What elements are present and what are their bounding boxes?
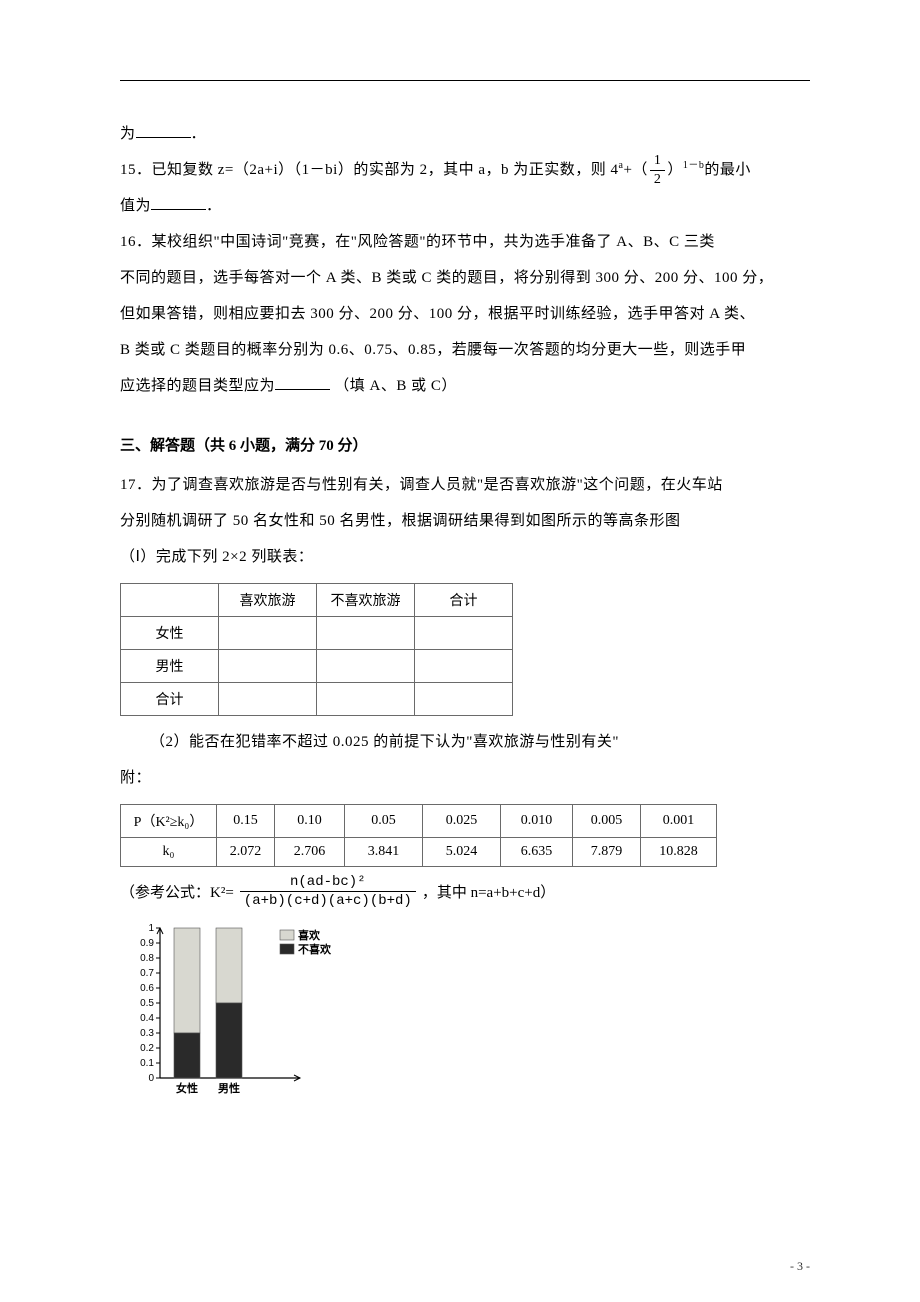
svg-text:0.8: 0.8	[140, 953, 154, 964]
top-rule	[120, 80, 810, 81]
tbl2-cell: k₀	[121, 838, 217, 867]
tbl2-cell: 6.635	[501, 838, 573, 867]
tbl1-r2c1	[219, 683, 317, 716]
tbl1-r2c0: 合计	[121, 683, 219, 716]
tbl1-r1c1	[219, 650, 317, 683]
svg-text:0.9: 0.9	[140, 938, 154, 949]
tbl1-r0c0: 女性	[121, 617, 219, 650]
table-row: 合计	[121, 683, 513, 716]
svg-text:0.1: 0.1	[140, 1058, 154, 1069]
tbl2-cell: 2.706	[275, 838, 345, 867]
tbl2-cell: 7.879	[573, 838, 641, 867]
tbl2-cell: 3.841	[345, 838, 423, 867]
q15-frac-num: 1	[650, 154, 666, 171]
contingency-table: 喜欢旅游 不喜欢旅游 合计 女性 男性 合计	[120, 583, 513, 716]
svg-text:0.6: 0.6	[140, 983, 154, 994]
q17-l5: 附：	[120, 760, 810, 796]
q15-frac: 12	[650, 154, 666, 187]
formula-num: n(ad-bc)²	[240, 875, 416, 892]
q15-line1: 15．已知复数 z=（2a+i）（1－bi）的实部为 2，其中 a，b 为正实数…	[120, 152, 810, 188]
q15-period: ．	[206, 198, 222, 214]
svg-text:不喜欢: 不喜欢	[298, 942, 332, 956]
q17-l3: （Ⅰ）完成下列 2×2 列联表：	[120, 539, 810, 575]
tbl1-r0c3	[415, 617, 513, 650]
table-row: P（K²≥k₀）0.150.100.050.0250.0100.0050.001	[121, 805, 717, 838]
q15-tail: 的最小	[704, 162, 751, 178]
svg-text:0.2: 0.2	[140, 1043, 154, 1054]
tbl1-r1c0: 男性	[121, 650, 219, 683]
q15-lead: 15．已知复数 z=（2a+i）（1－bi）的实部为 2，其中 a，b 为正实数…	[120, 162, 618, 178]
svg-text:女性: 女性	[176, 1081, 198, 1095]
tbl1-h1: 喜欢旅游	[219, 584, 317, 617]
tbl1-r1c2	[317, 650, 415, 683]
q17-l4: （2）能否在犯错率不超过 0.025 的前提下认为"喜欢旅游与性别有关"	[120, 724, 810, 760]
q14-tail-text: 为	[120, 126, 136, 142]
formula-pre: （参考公式：K²=	[120, 881, 234, 902]
page-number: - 3 -	[790, 1259, 810, 1274]
q16-l5b: （填 A、B 或 C）	[334, 378, 457, 394]
formula-den: (a+b)(c+d)(a+c)(b+d)	[240, 892, 416, 908]
q17-l1: 17．为了调查喜欢旅游是否与性别有关，调查人员就"是否喜欢旅游"这个问题，在火车…	[120, 467, 810, 503]
tbl2-cell: 0.001	[641, 805, 717, 838]
table-row: 喜欢旅游 不喜欢旅游 合计	[121, 584, 513, 617]
tbl2-cell: 0.025	[423, 805, 501, 838]
svg-text:0.7: 0.7	[140, 968, 154, 979]
q15-exp: 1－b	[683, 160, 705, 171]
svg-text:0.3: 0.3	[140, 1028, 154, 1039]
table-row: 女性	[121, 617, 513, 650]
tbl1-r2c3	[415, 683, 513, 716]
q16-l1: 16．某校组织"中国诗词"竞赛，在"风险答题"的环节中，共为选手准备了 A、B、…	[120, 224, 810, 260]
tbl2-cell: 0.15	[217, 805, 275, 838]
svg-text:0: 0	[148, 1073, 154, 1084]
q16-l2: 不同的题目，选手每答对一个 A 类、B 类或 C 类的题目，将分别得到 300 …	[120, 260, 810, 296]
svg-text:1: 1	[148, 923, 154, 934]
table-row: k₀2.0722.7063.8415.0246.6357.87910.828	[121, 838, 717, 867]
tbl1-r0c2	[317, 617, 415, 650]
svg-text:男性: 男性	[218, 1081, 240, 1095]
q15-l2-text: 值为	[120, 198, 151, 214]
stacked-bar-chart: 0 0.1 0.2 0.3 0.4 0.5 0.6 0.7 0.8 0.9 1 女性 男性 喜欢不喜欢	[120, 920, 810, 1115]
tbl1-r2c2	[317, 683, 415, 716]
tbl2-cell: 2.072	[217, 838, 275, 867]
tbl2-cell: 0.05	[345, 805, 423, 838]
svg-text:0.5: 0.5	[140, 998, 154, 1009]
q14-period: ．	[191, 126, 207, 142]
q16-blank	[275, 375, 330, 390]
tbl2-cell: P（K²≥k₀）	[121, 805, 217, 838]
q16-l5a: 应选择的题目类型应为	[120, 378, 275, 394]
tbl2-cell: 0.005	[573, 805, 641, 838]
tbl1-h3: 合计	[415, 584, 513, 617]
tbl1-r1c3	[415, 650, 513, 683]
tbl1-r0c1	[219, 617, 317, 650]
formula-post: ，其中 n=a+b+c+d）	[422, 881, 555, 902]
chart-svg: 0 0.1 0.2 0.3 0.4 0.5 0.6 0.7 0.8 0.9 1 女性 男性 喜欢不喜欢	[120, 920, 350, 1115]
tbl1-h2: 不喜欢旅游	[317, 584, 415, 617]
q14-tail-line: 为．	[120, 116, 810, 152]
q16-l5: 应选择的题目类型应为 （填 A、B 或 C）	[120, 368, 810, 404]
q16-l3: 但如果答错，则相应要扣去 300 分、200 分、100 分，根据平时训练经验，…	[120, 296, 810, 332]
svg-text:0.4: 0.4	[140, 1013, 154, 1024]
q14-blank	[136, 123, 191, 138]
q15-line2: 值为 ．	[120, 188, 810, 224]
q15-plus: +（	[623, 162, 647, 178]
k2-formula: （参考公式：K²= n(ad-bc)² (a+b)(c+d)(a+c)(b+d)…	[120, 875, 810, 908]
tbl2-cell: 10.828	[641, 838, 717, 867]
svg-text:喜欢: 喜欢	[298, 928, 321, 942]
tbl2-cell: 0.010	[501, 805, 573, 838]
q15-paren-close: ）	[667, 162, 683, 178]
tbl2-cell: 5.024	[423, 838, 501, 867]
q16-l4: B 类或 C 类题目的概率分别为 0.6、0.75、0.85，若腰每一次答题的均…	[120, 332, 810, 368]
formula-frac: n(ad-bc)² (a+b)(c+d)(a+c)(b+d)	[240, 875, 416, 908]
q15-blank	[151, 195, 206, 210]
tbl2-cell: 0.10	[275, 805, 345, 838]
q15-frac-den: 2	[650, 171, 666, 187]
section3-heading: 三、解答题（共 6 小题，满分 70 分）	[120, 434, 810, 455]
tbl1-h0	[121, 584, 219, 617]
q17-l2: 分别随机调研了 50 名女性和 50 名男性，根据调研结果得到如图所示的等高条形…	[120, 503, 810, 539]
k-squared-table: P（K²≥k₀）0.150.100.050.0250.0100.0050.001…	[120, 804, 717, 867]
table-row: 男性	[121, 650, 513, 683]
